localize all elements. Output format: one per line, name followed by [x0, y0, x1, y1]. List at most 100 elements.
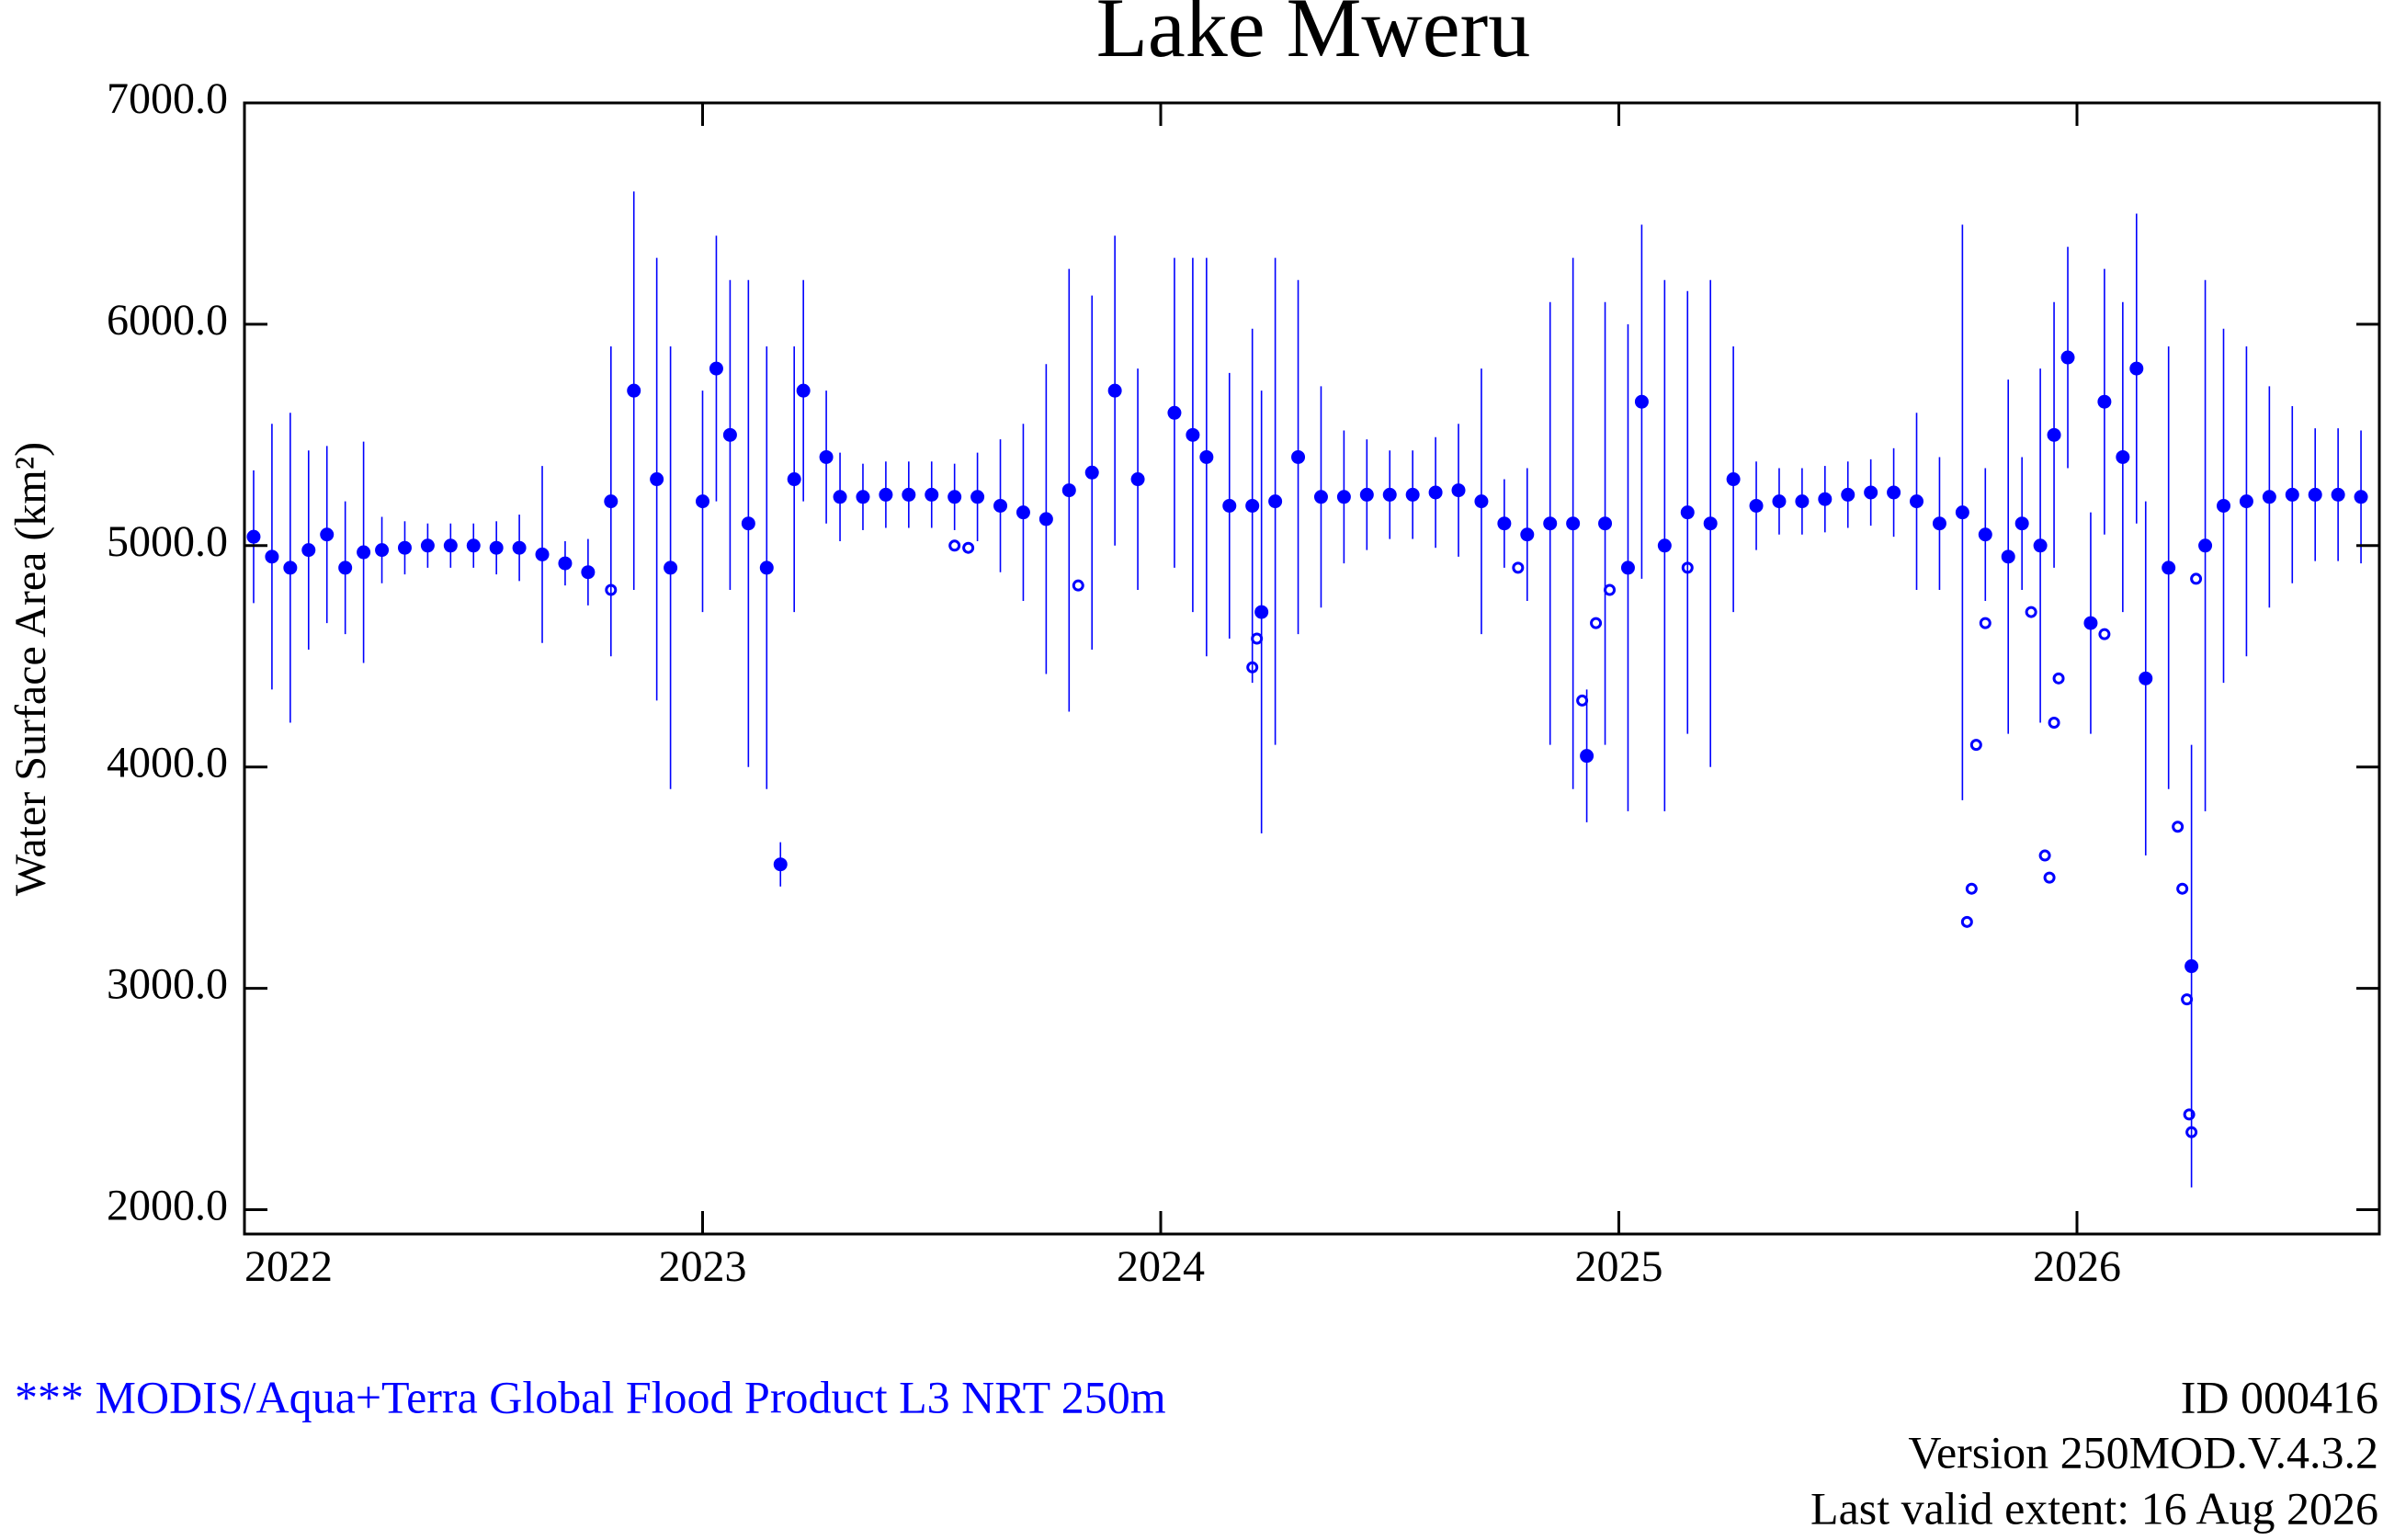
data-point: [1864, 485, 1878, 500]
data-point: [1887, 485, 1901, 500]
chart-title: Lake Mweru: [1096, 0, 1531, 74]
footer-extent: Last valid extent: 16 Aug 2026: [1810, 1482, 2378, 1534]
data-point: [2052, 672, 2065, 685]
data-point: [2098, 628, 2111, 640]
data-point: [1313, 490, 1328, 504]
data-point: [1703, 516, 1718, 531]
data-point: [1061, 483, 1076, 498]
data-point: [759, 561, 774, 575]
data-point: [819, 449, 834, 464]
data-point: [1576, 694, 1589, 707]
data-point: [1620, 561, 1635, 575]
data-point: [1772, 494, 1787, 509]
data-point: [1979, 617, 1992, 629]
data-point: [925, 487, 939, 502]
data-point: [1680, 505, 1695, 520]
data-point: [1451, 483, 1466, 498]
plot-frame: [243, 101, 2381, 1236]
data-point: [2190, 572, 2203, 585]
data-point: [1604, 583, 1617, 596]
data-point: [301, 543, 316, 558]
data-point: [1960, 915, 1973, 928]
data-point: [604, 494, 618, 509]
data-point: [1543, 516, 1558, 531]
data-point: [535, 547, 550, 561]
data-point: [466, 538, 481, 553]
data-point: [283, 561, 298, 575]
data-point: [1580, 749, 1594, 764]
data-point: [2048, 717, 2060, 730]
data-point: [2239, 494, 2253, 509]
data-point: [1598, 516, 1613, 531]
data-point: [1199, 449, 1214, 464]
data-point: [1405, 487, 1420, 502]
x-tick-label: 2025: [1574, 1242, 1662, 1291]
data-point: [796, 383, 811, 398]
data-point: [2043, 871, 2056, 884]
data-point: [2308, 487, 2322, 502]
data-point: [246, 529, 261, 544]
data-point: [1251, 632, 1264, 645]
data-point: [375, 543, 390, 558]
data-point: [489, 540, 504, 555]
data-point: [2047, 427, 2061, 442]
data-point: [722, 427, 737, 442]
data-point: [1245, 498, 1260, 513]
y-tick-label: 6000.0: [107, 296, 228, 345]
data-point: [2001, 549, 2015, 564]
data-point: [856, 490, 870, 504]
data-point: [1955, 505, 1969, 520]
data-point: [2262, 490, 2276, 504]
y-tick-label: 4000.0: [107, 739, 228, 787]
data-point: [1634, 394, 1649, 409]
data-point: [2033, 538, 2048, 553]
data-point: [787, 472, 801, 487]
footer-id: ID 000416: [2181, 1371, 2378, 1422]
data-point: [1428, 485, 1443, 500]
data-point: [1246, 661, 1259, 674]
data-point: [1072, 579, 1084, 592]
data-point: [2097, 394, 2112, 409]
data-point: [1222, 498, 1237, 513]
data-point: [338, 561, 353, 575]
x-tick-label: 2026: [2033, 1242, 2121, 1291]
data-point: [2285, 487, 2299, 502]
data-point: [1512, 561, 1525, 574]
data-point: [512, 540, 527, 555]
data-point: [1795, 494, 1810, 509]
data-point: [1520, 527, 1535, 542]
data-point: [2185, 1126, 2198, 1138]
data-point: [1932, 516, 1946, 531]
data-point: [970, 490, 985, 504]
data-point: [2025, 606, 2037, 618]
data-point: [320, 527, 335, 542]
data-point: [695, 494, 709, 509]
y-axis-label: Water Surface Area (km²): [6, 442, 55, 896]
data-point: [1497, 516, 1512, 531]
data-point: [627, 383, 641, 398]
data-point: [650, 472, 664, 487]
data-point: [1969, 739, 1982, 752]
data-point: [2181, 993, 2194, 1006]
data-point: [1382, 487, 1397, 502]
data-point: [2183, 1108, 2196, 1121]
x-tick-label: 2022: [244, 1242, 333, 1291]
data-point: [420, 538, 435, 553]
data-point: [741, 516, 755, 531]
data-point: [879, 487, 893, 502]
data-point: [1590, 617, 1603, 629]
data-point: [2176, 882, 2189, 895]
data-point: [1268, 494, 1283, 509]
y-tick-label: 5000.0: [107, 517, 228, 566]
y-tick-label: 3000.0: [107, 960, 228, 1009]
data-point: [902, 487, 916, 502]
data-point: [1167, 405, 1182, 420]
data-point: [2014, 516, 2029, 531]
data-point: [1566, 516, 1581, 531]
data-point: [2331, 487, 2345, 502]
data-point: [1038, 512, 1053, 527]
data-point: [2129, 361, 2144, 376]
data-point: [1818, 492, 1833, 506]
data-point: [1130, 472, 1145, 487]
